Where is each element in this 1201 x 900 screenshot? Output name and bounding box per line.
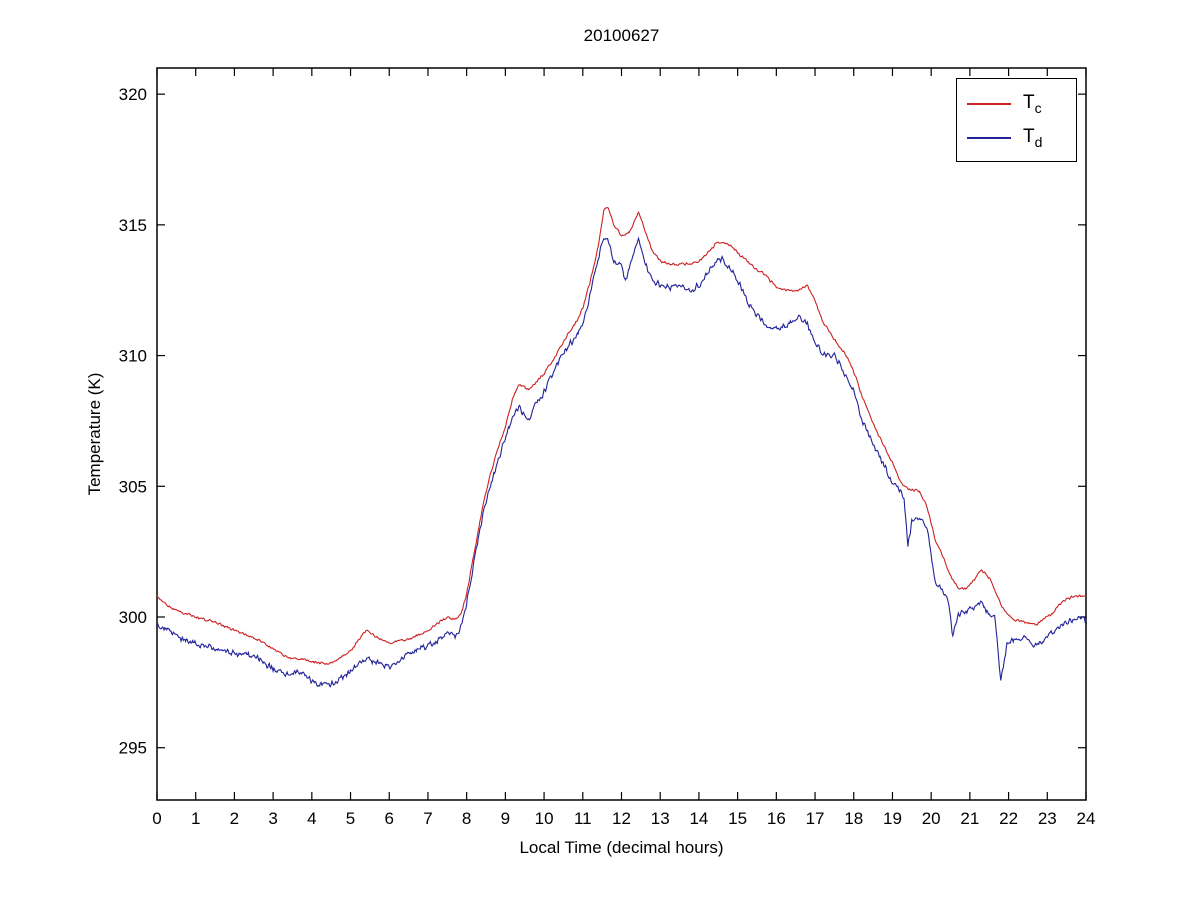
x-tick-label: 0 <box>152 809 161 828</box>
y-tick-label: 300 <box>119 608 147 627</box>
x-axis-label: Local Time (decimal hours) <box>519 838 724 857</box>
x-tick-label: 8 <box>462 809 471 828</box>
x-tick-label: 16 <box>767 809 786 828</box>
x-tick-label: 10 <box>535 809 554 828</box>
y-tick-label: 305 <box>119 477 147 496</box>
x-tick-label: 15 <box>728 809 747 828</box>
legend: Tc Td <box>956 78 1077 162</box>
x-tick-label: 24 <box>1077 809 1096 828</box>
x-tick-label: 11 <box>574 809 592 828</box>
x-tick-label: 13 <box>651 809 670 828</box>
legend-label-Tc: Tc <box>1023 92 1042 116</box>
legend-entry-Td: Td <box>957 121 1076 155</box>
x-tick-label: 1 <box>191 809 200 828</box>
x-tick-label: 3 <box>268 809 277 828</box>
x-tick-label: 2 <box>230 809 239 828</box>
x-tick-label: 4 <box>307 809 316 828</box>
x-tick-label: 22 <box>999 809 1018 828</box>
x-tick-label: 19 <box>883 809 902 828</box>
y-tick-label: 315 <box>119 216 147 235</box>
y-tick-label: 320 <box>119 85 147 104</box>
x-tick-label: 17 <box>806 809 825 828</box>
x-tick-label: 21 <box>960 809 979 828</box>
x-tick-label: 12 <box>612 809 631 828</box>
chart-title: 20100627 <box>583 26 660 45</box>
legend-line-sample-Td <box>967 137 1011 139</box>
legend-label-Td: Td <box>1023 126 1043 150</box>
x-tick-label: 18 <box>844 809 863 828</box>
series-line-Tc <box>156 207 1087 665</box>
legend-line-sample-Tc <box>967 103 1011 105</box>
x-tick-label: 6 <box>385 809 394 828</box>
x-tick-label: 5 <box>346 809 355 828</box>
x-tick-label: 20 <box>922 809 941 828</box>
axes-box <box>156 67 1087 801</box>
series-line-Td <box>156 236 1087 688</box>
y-tick-label: 310 <box>119 347 147 366</box>
x-tick-label: 9 <box>501 809 510 828</box>
y-axis-label: Temperature (K) <box>85 372 104 496</box>
y-tick-label: 295 <box>119 739 147 758</box>
legend-label-subscript-Td: d <box>1034 133 1043 150</box>
x-tick-label: 7 <box>423 809 432 828</box>
legend-entry-Tc: Tc <box>957 87 1076 121</box>
x-tick-label: 14 <box>689 809 708 828</box>
x-tick-label: 23 <box>1038 809 1057 828</box>
legend-label-subscript-Tc: c <box>1034 99 1042 116</box>
